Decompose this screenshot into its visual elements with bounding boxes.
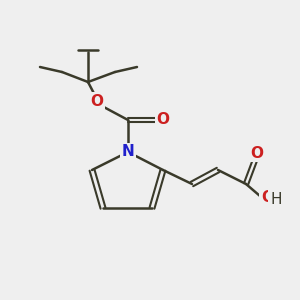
Text: O: O <box>261 190 274 206</box>
Text: H: H <box>270 191 281 206</box>
Text: O: O <box>157 112 169 128</box>
Text: O: O <box>91 94 103 109</box>
Text: O: O <box>250 146 263 160</box>
Text: N: N <box>122 145 134 160</box>
